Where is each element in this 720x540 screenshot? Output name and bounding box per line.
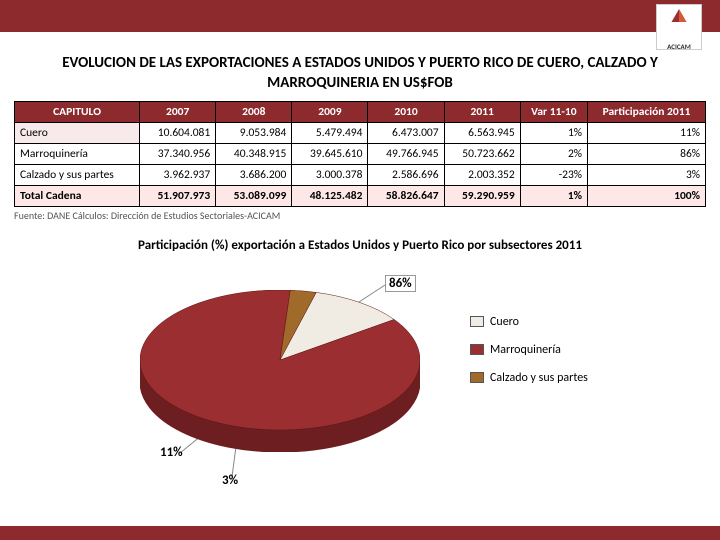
cell: Calzado y sus partes xyxy=(15,165,140,186)
cell: 11% xyxy=(588,123,706,144)
col-header: CAPITULO xyxy=(15,102,140,123)
legend-label: Cuero xyxy=(490,315,519,329)
col-header: Participación 2011 xyxy=(588,102,706,123)
slice-label-3: 3% xyxy=(222,473,238,488)
logo-text: ACICAM xyxy=(657,42,701,51)
legend-label: Marroquinería xyxy=(490,343,561,357)
cell: 1% xyxy=(520,186,587,207)
cell: 3% xyxy=(588,165,706,186)
col-header: 2007 xyxy=(140,102,216,123)
cell: 51.907.973 xyxy=(140,186,216,207)
cell: Cuero xyxy=(15,123,140,144)
col-header: 2008 xyxy=(216,102,292,123)
cell: 2.003.352 xyxy=(444,165,520,186)
source-note: Fuente: DANE Cálculos: Dirección de Estu… xyxy=(0,207,720,222)
cell: 3.962.937 xyxy=(140,165,216,186)
cell: 100% xyxy=(588,186,706,207)
cell: 50.723.662 xyxy=(444,144,520,165)
pie-chart: 86% 11% 3% Cuero Marroquinería Calzado y s… xyxy=(0,255,720,505)
cell: 3.686.200 xyxy=(216,165,292,186)
table-row: Marroquinería37.340.95640.348.91539.645.… xyxy=(15,144,706,165)
col-header: 2010 xyxy=(368,102,444,123)
col-header: Var 11-10 xyxy=(520,102,587,123)
legend-swatch xyxy=(470,316,484,327)
header-bar xyxy=(0,0,720,32)
chart-legend: Cuero Marroquinería Calzado y sus partes xyxy=(470,315,588,399)
cell: 6.563.945 xyxy=(444,123,520,144)
cell: 10.604.081 xyxy=(140,123,216,144)
cell: 2.586.696 xyxy=(368,165,444,186)
data-table: CAPITULO20072008200920102011Var 11-10Par… xyxy=(0,101,720,207)
cell: 53.089.099 xyxy=(216,186,292,207)
footer-bar xyxy=(0,526,720,540)
cell: Marroquinería xyxy=(15,144,140,165)
cell: 58.826.647 xyxy=(368,186,444,207)
cell: 9.053.984 xyxy=(216,123,292,144)
cell: 48.125.482 xyxy=(292,186,368,207)
legend-item: Marroquinería xyxy=(470,343,588,357)
cell: 49.766.945 xyxy=(368,144,444,165)
cell: 6.473.007 xyxy=(368,123,444,144)
table-row: Cuero10.604.0819.053.9845.479.4946.473.0… xyxy=(15,123,706,144)
page-title: EVOLUCION DE LAS EXPORTACIONES A ESTADOS… xyxy=(14,54,706,93)
cell: -23% xyxy=(520,165,587,186)
legend-swatch xyxy=(470,344,484,355)
cell: Total Cadena xyxy=(15,186,140,207)
acicam-logo: ACICAM xyxy=(656,4,702,50)
slice-label-86: 86% xyxy=(385,275,416,292)
cell: 5.479.494 xyxy=(292,123,368,144)
cell: 37.340.956 xyxy=(140,144,216,165)
cell: 59.290.959 xyxy=(444,186,520,207)
cell: 86% xyxy=(588,144,706,165)
legend-swatch xyxy=(470,372,484,383)
table-row: Calzado y sus partes3.962.9373.686.2003.… xyxy=(15,165,706,186)
table-row: Total Cadena51.907.97353.089.09948.125.4… xyxy=(15,186,706,207)
cell: 3.000.378 xyxy=(292,165,368,186)
legend-item: Calzado y sus partes xyxy=(470,371,588,385)
col-header: 2011 xyxy=(444,102,520,123)
cell: 2% xyxy=(520,144,587,165)
cell: 39.645.610 xyxy=(292,144,368,165)
slice-label-11: 11% xyxy=(160,445,183,460)
legend-label: Calzado y sus partes xyxy=(490,371,588,385)
cell: 1% xyxy=(520,123,587,144)
col-header: 2009 xyxy=(292,102,368,123)
cell: 40.348.915 xyxy=(216,144,292,165)
chart-title: Participación (%) exportación a Estados … xyxy=(0,238,720,255)
legend-item: Cuero xyxy=(470,315,588,329)
